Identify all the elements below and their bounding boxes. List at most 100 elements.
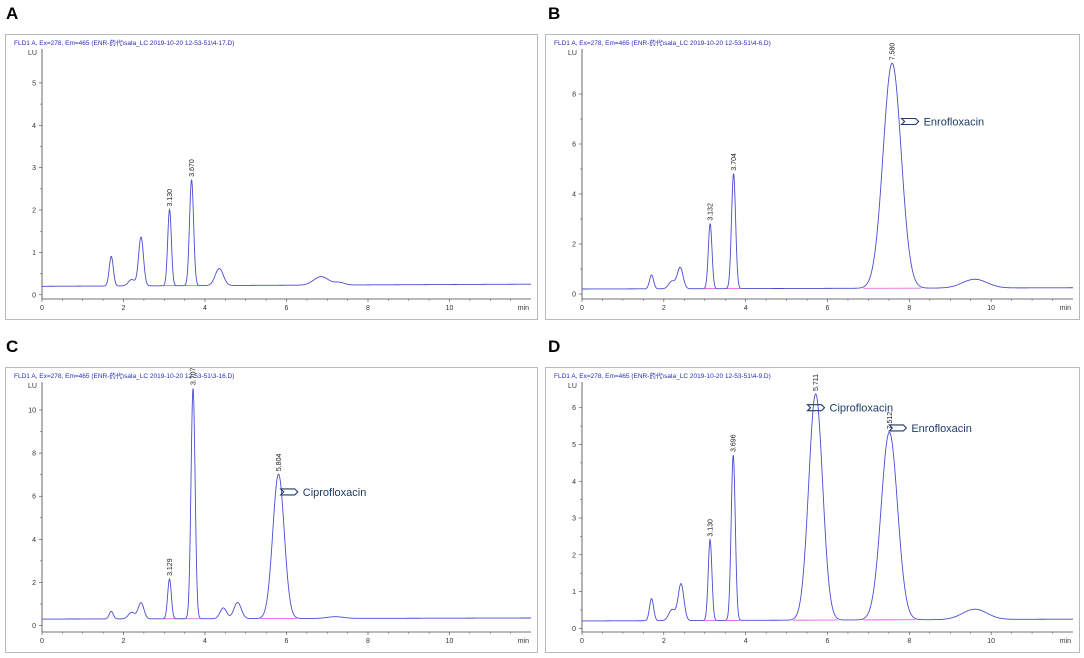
annotation-arrow-icon	[900, 117, 920, 126]
y-tick-label: 5	[572, 442, 576, 449]
annotation-label: Enrofloxacin	[924, 117, 985, 129]
peak-label: 3.707	[191, 368, 198, 385]
chart-panel-a: FLD1 A, Ex=278, Em=465 (ENR-药代\sala_LC 2…	[5, 34, 538, 320]
annotation-arrow-icon	[888, 424, 908, 432]
x-tick-label: 0	[40, 305, 44, 312]
chart-title: FLD1 A, Ex=278, Em=465 (ENR-药代\sala_LC 2…	[14, 38, 234, 47]
x-tick-label: 2	[122, 638, 126, 645]
y-tick-label: 6	[572, 405, 576, 412]
peak-label: 3.670	[189, 159, 196, 177]
peak-label: 3.132	[708, 203, 715, 221]
chromatogram-d: FLD1 A, Ex=278, Em=465 (ENR-药代\sala_LC 2…	[554, 371, 1073, 645]
y-tick-label: 8	[32, 451, 36, 458]
y-tick-label: 2	[32, 208, 36, 215]
peak-label: 5.711	[813, 374, 820, 391]
x-tick-label: 10	[987, 638, 995, 645]
x-tick-label: 2	[662, 638, 666, 645]
y-tick-label: 3	[572, 516, 576, 523]
y-axis-label: LU	[28, 50, 37, 57]
x-axis-label: min	[518, 638, 529, 645]
y-tick-label: 0	[32, 292, 36, 299]
panel-label-a: A	[6, 4, 19, 23]
y-tick-label: 0	[572, 626, 576, 633]
y-tick-label: 4	[32, 123, 36, 130]
y-tick-label: 0	[32, 623, 36, 630]
x-tick-label: 4	[744, 638, 748, 645]
y-tick-label: 6	[572, 142, 576, 149]
x-tick-label: 4	[203, 305, 207, 312]
y-tick-label: 0	[572, 292, 576, 299]
x-tick-label: 6	[826, 305, 830, 312]
y-tick-label: 8	[572, 92, 576, 99]
arrow-shape	[806, 404, 826, 412]
signal-trace	[42, 388, 531, 620]
x-axis-label: min	[1060, 305, 1071, 312]
chart-title: FLD1 A, Ex=278, Em=465 (ENR-药代\sala_LC 2…	[14, 371, 234, 380]
peak-label: 3.696	[731, 434, 738, 452]
panel-label-b: B	[548, 4, 561, 23]
peak-label: 3.130	[167, 189, 174, 207]
x-tick-label: 6	[285, 305, 289, 312]
arrow-shape	[888, 424, 908, 432]
x-tick-label: 0	[580, 305, 584, 312]
chromatogram-c: FLD1 A, Ex=278, Em=465 (ENR-药代\sala_LC 2…	[14, 368, 531, 645]
chart-panel-b: FLD1 A, Ex=278, Em=465 (ENR-药代\sala_LC 2…	[545, 34, 1080, 320]
chart-title: FLD1 A, Ex=278, Em=465 (ENR-药代\sala_LC 2…	[554, 38, 771, 47]
chart-panel-c: FLD1 A, Ex=278, Em=465 (ENR-药代\sala_LC 2…	[5, 367, 538, 653]
annotation-label: Ciprofloxacin	[303, 487, 367, 499]
panel-label-c: C	[6, 337, 19, 356]
arrow-shape	[279, 488, 299, 496]
y-tick-label: 1	[572, 589, 576, 596]
x-tick-label: 6	[285, 638, 289, 645]
chromatogram-a: FLD1 A, Ex=278, Em=465 (ENR-药代\sala_LC 2…	[14, 38, 531, 312]
peak-label: 5.804	[276, 454, 283, 472]
annotation-arrow-icon	[806, 404, 826, 412]
x-tick-label: 2	[122, 305, 126, 312]
chromatogram-b: FLD1 A, Ex=278, Em=465 (ENR-药代\sala_LC 2…	[554, 38, 1073, 312]
x-axis-label: min	[518, 305, 529, 312]
y-axis-label: LU	[28, 383, 37, 390]
peak-label: 3.704	[731, 153, 738, 171]
y-tick-label: 2	[32, 580, 36, 587]
annotation-arrow-icon	[279, 488, 299, 496]
x-axis-label: min	[1060, 638, 1071, 645]
x-tick-label: 8	[366, 305, 370, 312]
x-tick-label: 10	[987, 305, 995, 312]
x-tick-label: 4	[203, 638, 207, 645]
y-tick-label: 6	[32, 494, 36, 501]
peak-label: 3.129	[167, 558, 174, 576]
chart-panel-d: FLD1 A, Ex=278, Em=465 (ENR-药代\sala_LC 2…	[545, 367, 1080, 653]
signal-trace	[42, 179, 531, 287]
panel-label-d: D	[548, 337, 561, 356]
y-tick-label: 4	[572, 479, 576, 486]
chart-title: FLD1 A, Ex=278, Em=465 (ENR-药代\sala_LC 2…	[554, 371, 771, 380]
peak-label: 3.130	[708, 519, 715, 537]
signal-trace	[582, 393, 1073, 622]
y-tick-label: 3	[32, 165, 36, 172]
y-tick-label: 5	[32, 80, 36, 87]
x-tick-label: 10	[446, 638, 454, 645]
y-tick-label: 10	[28, 408, 36, 415]
y-tick-label: 2	[572, 242, 576, 249]
y-axis-label: LU	[568, 383, 577, 390]
x-tick-label: 8	[907, 638, 911, 645]
y-axis-label: LU	[568, 50, 577, 57]
y-tick-label: 1	[32, 250, 36, 257]
x-tick-label: 0	[580, 638, 584, 645]
x-tick-label: 8	[366, 638, 370, 645]
x-tick-label: 6	[826, 638, 830, 645]
arrow-shape	[900, 117, 920, 126]
x-tick-label: 2	[662, 305, 666, 312]
x-tick-label: 10	[446, 305, 454, 312]
x-tick-label: 4	[744, 305, 748, 312]
x-tick-label: 8	[907, 305, 911, 312]
y-tick-label: 4	[32, 537, 36, 544]
y-tick-label: 2	[572, 552, 576, 559]
peak-label: 7.512	[887, 412, 894, 430]
x-tick-label: 0	[40, 638, 44, 645]
annotation-label: Ciprofloxacin	[830, 403, 894, 415]
signal-trace	[582, 62, 1073, 290]
y-tick-label: 4	[572, 192, 576, 199]
annotation-label: Enrofloxacin	[911, 423, 972, 435]
peak-label: 7.580	[890, 43, 897, 61]
